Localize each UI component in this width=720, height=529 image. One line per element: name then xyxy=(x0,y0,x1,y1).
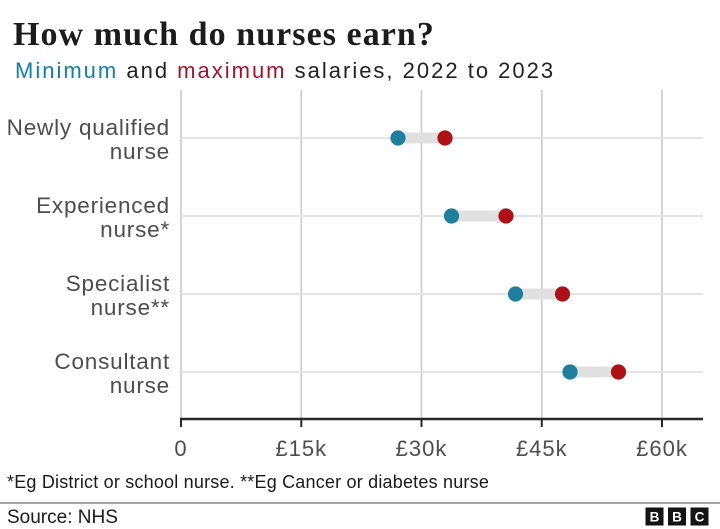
svg-text:Experienced: Experienced xyxy=(36,193,170,218)
svg-text:nurse: nurse xyxy=(110,373,170,398)
svg-text:Specialist: Specialist xyxy=(66,271,170,296)
svg-text:Newly qualified: Newly qualified xyxy=(7,115,170,140)
svg-text:nurse**: nurse** xyxy=(91,295,170,320)
svg-text:nurse*: nurse* xyxy=(100,217,170,242)
svg-text:£60k: £60k xyxy=(636,436,688,461)
svg-text:£45k: £45k xyxy=(516,436,568,461)
svg-text:Consultant: Consultant xyxy=(54,349,170,374)
svg-text:Source: NHS: Source: NHS xyxy=(7,507,118,528)
svg-text:nurse: nurse xyxy=(110,139,170,164)
svg-text:£15k: £15k xyxy=(275,436,327,461)
svg-text:B: B xyxy=(650,510,660,525)
svg-text:C: C xyxy=(695,510,705,525)
svg-text:Minimum and maximum salaries,: Minimum and maximum salaries, 2022 to 20… xyxy=(15,58,555,83)
svg-text:*Eg District or school nurse.: *Eg District or school nurse. **Eg Cance… xyxy=(7,472,489,492)
svg-text:0: 0 xyxy=(174,436,187,461)
svg-text:£30k: £30k xyxy=(396,436,448,461)
svg-text:How much do nurses earn?: How much do nurses earn? xyxy=(13,16,435,53)
svg-text:B: B xyxy=(672,510,682,525)
